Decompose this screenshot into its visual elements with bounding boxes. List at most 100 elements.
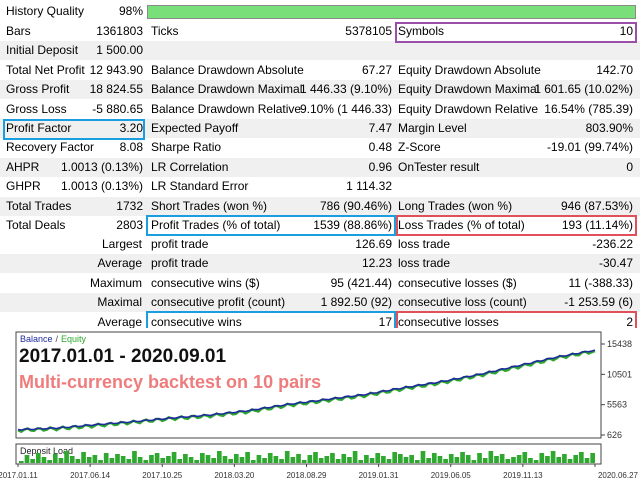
deposit-load-bar — [86, 457, 92, 463]
row-label: Expected Payoff — [151, 121, 239, 135]
deposit-load-bar — [222, 456, 228, 463]
row-value: 193 (11.14%) — [561, 218, 633, 232]
deposit-load-bar — [392, 452, 398, 463]
deposit-load-bar — [126, 459, 132, 463]
row-value: 1 446.33 (9.10%) — [299, 82, 392, 97]
row-label: Recovery Factor — [6, 140, 95, 155]
deposit-load-bar — [233, 454, 239, 463]
deposit-load-bar — [381, 456, 386, 463]
table-row: Maximal consecutive profit (count) 1 892.5… — [0, 293, 640, 313]
deposit-load-bar — [528, 458, 533, 463]
row-value: 12.23 — [361, 256, 392, 271]
y-tick-label: 10501 — [607, 369, 632, 379]
deposit-load-bar — [154, 453, 160, 463]
x-tick-label: 2020.06.27 — [598, 471, 639, 480]
deposit-load-bar — [313, 452, 318, 463]
row-value: 1361803 — [96, 24, 143, 38]
row-label: consecutive losses ($) — [398, 275, 517, 290]
row-label: Short Trades (won %) — [151, 198, 268, 213]
deposit-load-bar — [330, 453, 335, 463]
row-value — [420, 177, 633, 196]
balance-plot-frame — [15, 331, 602, 439]
deposit-load-bar — [448, 454, 454, 463]
row-label: Sharpe Ratio — [151, 140, 222, 155]
deposit-load-bar — [228, 459, 233, 463]
deposit-load-bar — [426, 458, 431, 463]
deposit-load-bar — [301, 460, 307, 463]
row-label: profit trade — [151, 256, 209, 271]
row-label: Largest — [101, 237, 142, 251]
row-value: 11 (-388.33) — [568, 275, 633, 290]
deposit-load-bar — [279, 459, 284, 463]
row-label: Symbols — [398, 24, 445, 38]
highlight-profit-factor — [3, 119, 145, 140]
row-label: Ticks — [151, 24, 179, 38]
deposit-load-bar — [307, 455, 313, 463]
row-label: Balance Drawdown Maximal — [151, 82, 303, 97]
deposit-load-bar — [409, 455, 414, 463]
deposit-load-bar — [47, 460, 52, 463]
deposit-load-bar — [414, 460, 420, 463]
deposit-load-bar — [137, 457, 143, 463]
row-value: 1 500.00 — [96, 43, 143, 58]
balance-line — [17, 349, 596, 431]
row-label: Profit Trades (% of total) — [151, 218, 281, 232]
deposit-load-bar — [262, 458, 267, 463]
deposit-load-bar — [533, 460, 539, 463]
row-label: Balance Drawdown Absolute — [151, 62, 304, 77]
row-label: consecutive losses — [398, 314, 499, 329]
legend-separator: / — [56, 334, 59, 344]
overlay-title: 2017.01.01 - 2020.09.01 — [19, 346, 227, 367]
row-value: 17 — [378, 314, 392, 329]
row-label: Gross Profit — [6, 82, 70, 97]
highlight-loss-trades — [396, 215, 637, 236]
row-label: Profit Factor — [6, 121, 72, 135]
deposit-load-bar — [92, 455, 98, 463]
row-value: 1.0013 (0.13%) — [60, 179, 143, 194]
table-row: Recovery Factor 8.08 Sharpe Ratio 0.48 Z-Sco… — [0, 138, 640, 157]
deposit-load-bar — [522, 452, 528, 463]
row-label: Total Trades — [6, 198, 72, 213]
deposit-load-bar — [109, 458, 115, 463]
deposit-load-bar — [454, 457, 460, 463]
row-value: 5378105 — [345, 24, 392, 38]
deposit-load-bar — [403, 457, 409, 463]
row-value: 9.10% (1 446.33) — [299, 101, 392, 116]
row-label: loss trade — [398, 256, 451, 271]
overlay-subtitle: Multi-currency backtest on 10 pairs — [19, 372, 321, 392]
deposit-load-bar — [573, 455, 579, 463]
row-label: Balance Drawdown Relative — [151, 101, 302, 116]
deposit-load-bar — [200, 453, 205, 463]
row-label: Maximum — [89, 275, 142, 290]
deposit-load-bar — [284, 451, 290, 463]
x-tick-label: 2018.03.20 — [214, 471, 255, 480]
row-label: Total Net Profit — [6, 62, 85, 77]
row-value: 7.47 — [368, 121, 392, 135]
row-label: Z-Score — [398, 140, 441, 155]
table-row: Maximum consecutive wins ($) 95 (421.44) co… — [0, 274, 640, 293]
table-row: Total Deals 2803 Profit Trades (% of total… — [0, 216, 640, 235]
deposit-load-bar — [290, 457, 296, 463]
deposit-load-bar — [81, 452, 86, 463]
deposit-load-bar — [550, 451, 556, 463]
deposit-load-bar — [562, 454, 567, 463]
row-value: 18 824.55 — [89, 82, 143, 97]
deposit-load-bar — [216, 451, 222, 463]
x-tick-label: 2019.06.05 — [431, 471, 472, 480]
row-label: Initial Deposit — [6, 43, 79, 58]
deposit-load-bar — [375, 453, 381, 463]
deposit-load-bar — [431, 453, 437, 463]
row-label: Gross Loss — [6, 101, 67, 116]
deposit-load-bar — [171, 452, 177, 463]
deposit-load-bar — [41, 457, 47, 463]
deposit-load-bar — [149, 455, 154, 463]
y-tick-label: 626 — [607, 430, 622, 440]
deposit-load-bar — [296, 454, 301, 463]
deposit-load-bar — [398, 454, 403, 463]
table-row: Average profit trade 12.23 loss trade -30.47 — [0, 254, 640, 274]
row-label: Long Trades (won %) — [398, 198, 513, 213]
deposit-load-bar — [358, 460, 364, 463]
row-label: consecutive wins — [151, 314, 242, 329]
row-value: 0.48 — [368, 140, 392, 155]
deposit-load-bar — [205, 455, 211, 463]
